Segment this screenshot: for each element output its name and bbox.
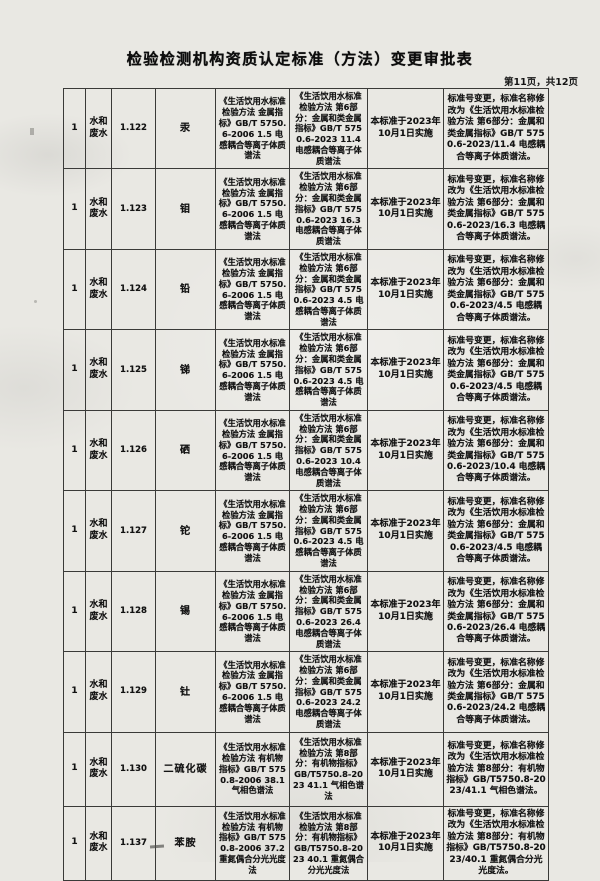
sequence-cell: 1 <box>63 731 86 807</box>
sequence-cell: 1 <box>63 805 86 881</box>
sequence-cell: 1 <box>63 87 86 170</box>
implementation-date-cell: 本标准于2023年10月1日实施 <box>367 805 444 881</box>
item-number-cell: 1.128 <box>111 570 156 653</box>
table-row: 1 水和废水 1.137 苯胺 《生活饮用水标准检验方法 有机物指标》GB/T … <box>63 805 549 881</box>
remark-cell: 标准号变更，标准名称修改为《生活饮用水标准检验方法 第6部分：金属和类金属指标》… <box>443 329 549 411</box>
item-number-cell: 1.126 <box>111 409 156 492</box>
parameter-cell: 钼 <box>155 168 216 250</box>
sequence-cell: 1 <box>63 409 86 492</box>
table-row: 1 水和废水 1.130 二硫化碳 《生活饮用水标准检验方法 有机物指标》GB/… <box>63 731 549 807</box>
new-standard-cell: 《生活饮用水标准检验方法 第6部分：金属和类金属指标》GB/T 5750.6-2… <box>289 329 368 411</box>
scan-speck <box>34 300 37 303</box>
page-indicator: 第11页，共12页 <box>504 77 578 88</box>
implementation-date-cell: 本标准于2023年10月1日实施 <box>367 570 444 653</box>
old-standard-cell: 《生活饮用水标准检验方法 有机物指标》GB/T 5750.8-2006 38.1… <box>215 731 290 807</box>
new-standard-cell: 《生活饮用水标准检验方法 第6部分：金属和类金属指标》GB/T 5750.6-2… <box>289 490 368 572</box>
category-cell: 水和废水 <box>85 168 112 250</box>
old-standard-cell: 《生活饮用水标准检验方法 金属指标》GB/T 5750.6-2006 1.5 电… <box>215 651 290 733</box>
category-cell: 水和废水 <box>85 87 112 170</box>
new-standard-cell: 《生活饮用水标准检验方法 第6部分：金属和类金属指标》GB/T 5750.6-2… <box>289 651 368 733</box>
item-number-cell: 1.124 <box>111 248 156 331</box>
sequence-cell: 1 <box>63 570 86 653</box>
parameter-cell: 钍 <box>155 651 216 733</box>
table-row: 1 水和废水 1.126 硒 《生活饮用水标准检验方法 金属指标》GB/T 57… <box>63 409 549 492</box>
new-standard-cell: 《生活饮用水标准检验方法 第6部分：金属和类金属指标》GB/T 5750.6-2… <box>289 409 368 492</box>
implementation-date-cell: 本标准于2023年10月1日实施 <box>367 168 444 250</box>
old-standard-cell: 《生活饮用水标准检验方法 有机物指标》GB/T 5750.8-2006 37.2… <box>215 805 290 881</box>
remark-cell: 标准号变更，标准名称修改为《生活饮用水标准检验方法 第6部分：金属和类金属指标》… <box>443 87 549 170</box>
category-cell: 水和废水 <box>85 651 112 733</box>
category-cell: 水和废水 <box>85 731 112 807</box>
remark-cell: 标准号变更，标准名称修改为《生活饮用水标准检验方法 第6部分：金属和类金属指标》… <box>443 248 549 331</box>
parameter-cell: 硒 <box>155 409 216 492</box>
document-title: 检验检测机构资质认定标准（方法）变更审批表 <box>126 50 474 68</box>
remark-cell: 标准号变更，标准名称修改为《生活饮用水标准检验方法 第6部分：金属和类金属指标》… <box>443 570 549 653</box>
parameter-cell: 铅 <box>155 248 216 331</box>
table-row: 1 水和废水 1.124 铅 《生活饮用水标准检验方法 金属指标》GB/T 57… <box>63 248 549 331</box>
category-cell: 水和废水 <box>85 490 112 572</box>
old-standard-cell: 《生活饮用水标准检验方法 金属指标》GB/T 5750.6-2006 1.5 电… <box>215 490 290 572</box>
table-row: 1 水和废水 1.127 铊 《生活饮用水标准检验方法 金属指标》GB/T 57… <box>63 490 549 572</box>
old-standard-cell: 《生活饮用水标准检验方法 金属指标》GB/T 5750.6-2006 1.5 电… <box>215 409 290 492</box>
parameter-cell: 汞 <box>155 87 216 170</box>
parameter-cell: 苯胺 <box>155 805 216 881</box>
remark-cell: 标准号变更，标准名称修改为《生活饮用水标准检验方法 第8部分：有机物指标》GB/… <box>443 731 549 807</box>
implementation-date-cell: 本标准于2023年10月1日实施 <box>367 409 444 492</box>
old-standard-cell: 《生活饮用水标准检验方法 金属指标》GB/T 5750.6-2006 1.5 电… <box>215 168 290 250</box>
remark-cell: 标准号变更，标准名称修改为《生活饮用水标准检验方法 第6部分：金属和类金属指标》… <box>443 409 549 492</box>
new-standard-cell: 《生活饮用水标准检验方法 第6部分：金属和类金属指标》GB/T 5750.6-2… <box>289 87 368 170</box>
table-row: 1 水和废水 1.125 锑 《生活饮用水标准检验方法 金属指标》GB/T 57… <box>63 329 549 411</box>
parameter-cell: 铊 <box>155 490 216 572</box>
sequence-cell: 1 <box>63 490 86 572</box>
remark-cell: 标准号变更，标准名称修改为《生活饮用水标准检验方法 第6部分：金属和类金属指标》… <box>443 490 549 572</box>
implementation-date-cell: 本标准于2023年10月1日实施 <box>367 490 444 572</box>
new-standard-cell: 《生活饮用水标准检验方法 第6部分：金属和类金属指标》GB/T 5750.6-2… <box>289 570 368 653</box>
category-cell: 水和废水 <box>85 329 112 411</box>
category-cell: 水和废水 <box>85 409 112 492</box>
new-standard-cell: 《生活饮用水标准检验方法 第6部分：金属和类金属指标》GB/T 5750.6-2… <box>289 248 368 331</box>
old-standard-cell: 《生活饮用水标准检验方法 金属指标》GB/T 5750.6-2006 1.5 电… <box>215 87 290 170</box>
sequence-cell: 1 <box>63 329 86 411</box>
new-standard-cell: 《生活饮用水标准检验方法 第8部分：有机物指标》GB/T5750.8-2023 … <box>289 731 368 807</box>
parameter-cell: 锡 <box>155 570 216 653</box>
sequence-cell: 1 <box>63 651 86 733</box>
table-row: 1 水和废水 1.129 钍 《生活饮用水标准检验方法 金属指标》GB/T 57… <box>63 651 549 733</box>
scan-speck <box>30 128 34 135</box>
implementation-date-cell: 本标准于2023年10月1日实施 <box>367 651 444 733</box>
new-standard-cell: 《生活饮用水标准检验方法 第6部分：金属和类金属指标》GB/T 5750.6-2… <box>289 168 368 250</box>
table-row: 1 水和废水 1.123 钼 《生活饮用水标准检验方法 金属指标》GB/T 57… <box>63 168 549 250</box>
category-cell: 水和废水 <box>85 248 112 331</box>
remark-cell: 标准号变更，标准名称修改为《生活饮用水标准检验方法 第6部分：金属和类金属指标》… <box>443 168 549 250</box>
item-number-cell: 1.123 <box>111 168 156 250</box>
parameter-cell: 二硫化碳 <box>155 731 216 807</box>
item-number-cell: 1.125 <box>111 329 156 411</box>
item-number-cell: 1.130 <box>111 731 156 807</box>
implementation-date-cell: 本标准于2023年10月1日实施 <box>367 329 444 411</box>
item-number-cell: 1.122 <box>111 87 156 170</box>
table-row: 1 水和废水 1.122 汞 《生活饮用水标准检验方法 金属指标》GB/T 57… <box>63 87 549 170</box>
old-standard-cell: 《生活饮用水标准检验方法 金属指标》GB/T 5750.6-2006 1.5 电… <box>215 248 290 331</box>
category-cell: 水和废水 <box>85 805 112 881</box>
parameter-cell: 锑 <box>155 329 216 411</box>
sequence-cell: 1 <box>63 168 86 250</box>
table-row: 1 水和废水 1.128 锡 《生活饮用水标准检验方法 金属指标》GB/T 57… <box>63 570 549 653</box>
new-standard-cell: 《生活饮用水标准检验方法 第8部分：有机物指标》GB/T5750.8-2023 … <box>289 805 368 881</box>
old-standard-cell: 《生活饮用水标准检验方法 金属指标》GB/T 5750.6-2006 1.5 电… <box>215 570 290 653</box>
implementation-date-cell: 本标准于2023年10月1日实施 <box>367 248 444 331</box>
table-body: 1 水和废水 1.122 汞 《生活饮用水标准检验方法 金属指标》GB/T 57… <box>63 87 549 881</box>
old-standard-cell: 《生活饮用水标准检验方法 金属指标》GB/T 5750.6-2006 1.5 电… <box>215 329 290 411</box>
implementation-date-cell: 本标准于2023年10月1日实施 <box>367 731 444 807</box>
item-number-cell: 1.127 <box>111 490 156 572</box>
category-cell: 水和废水 <box>85 570 112 653</box>
item-number-cell: 1.129 <box>111 651 156 733</box>
item-number-cell: 1.137 <box>111 805 156 881</box>
remark-cell: 标准号变更，标准名称修改为《生活饮用水标准检验方法 第8部分：有机物指标》GB/… <box>443 805 549 881</box>
standard-change-table: 1 水和废水 1.122 汞 《生活饮用水标准检验方法 金属指标》GB/T 57… <box>63 87 549 881</box>
remark-cell: 标准号变更，标准名称修改为《生活饮用水标准检验方法 第6部分：金属和类金属指标》… <box>443 651 549 733</box>
implementation-date-cell: 本标准于2023年10月1日实施 <box>367 87 444 170</box>
sequence-cell: 1 <box>63 248 86 331</box>
